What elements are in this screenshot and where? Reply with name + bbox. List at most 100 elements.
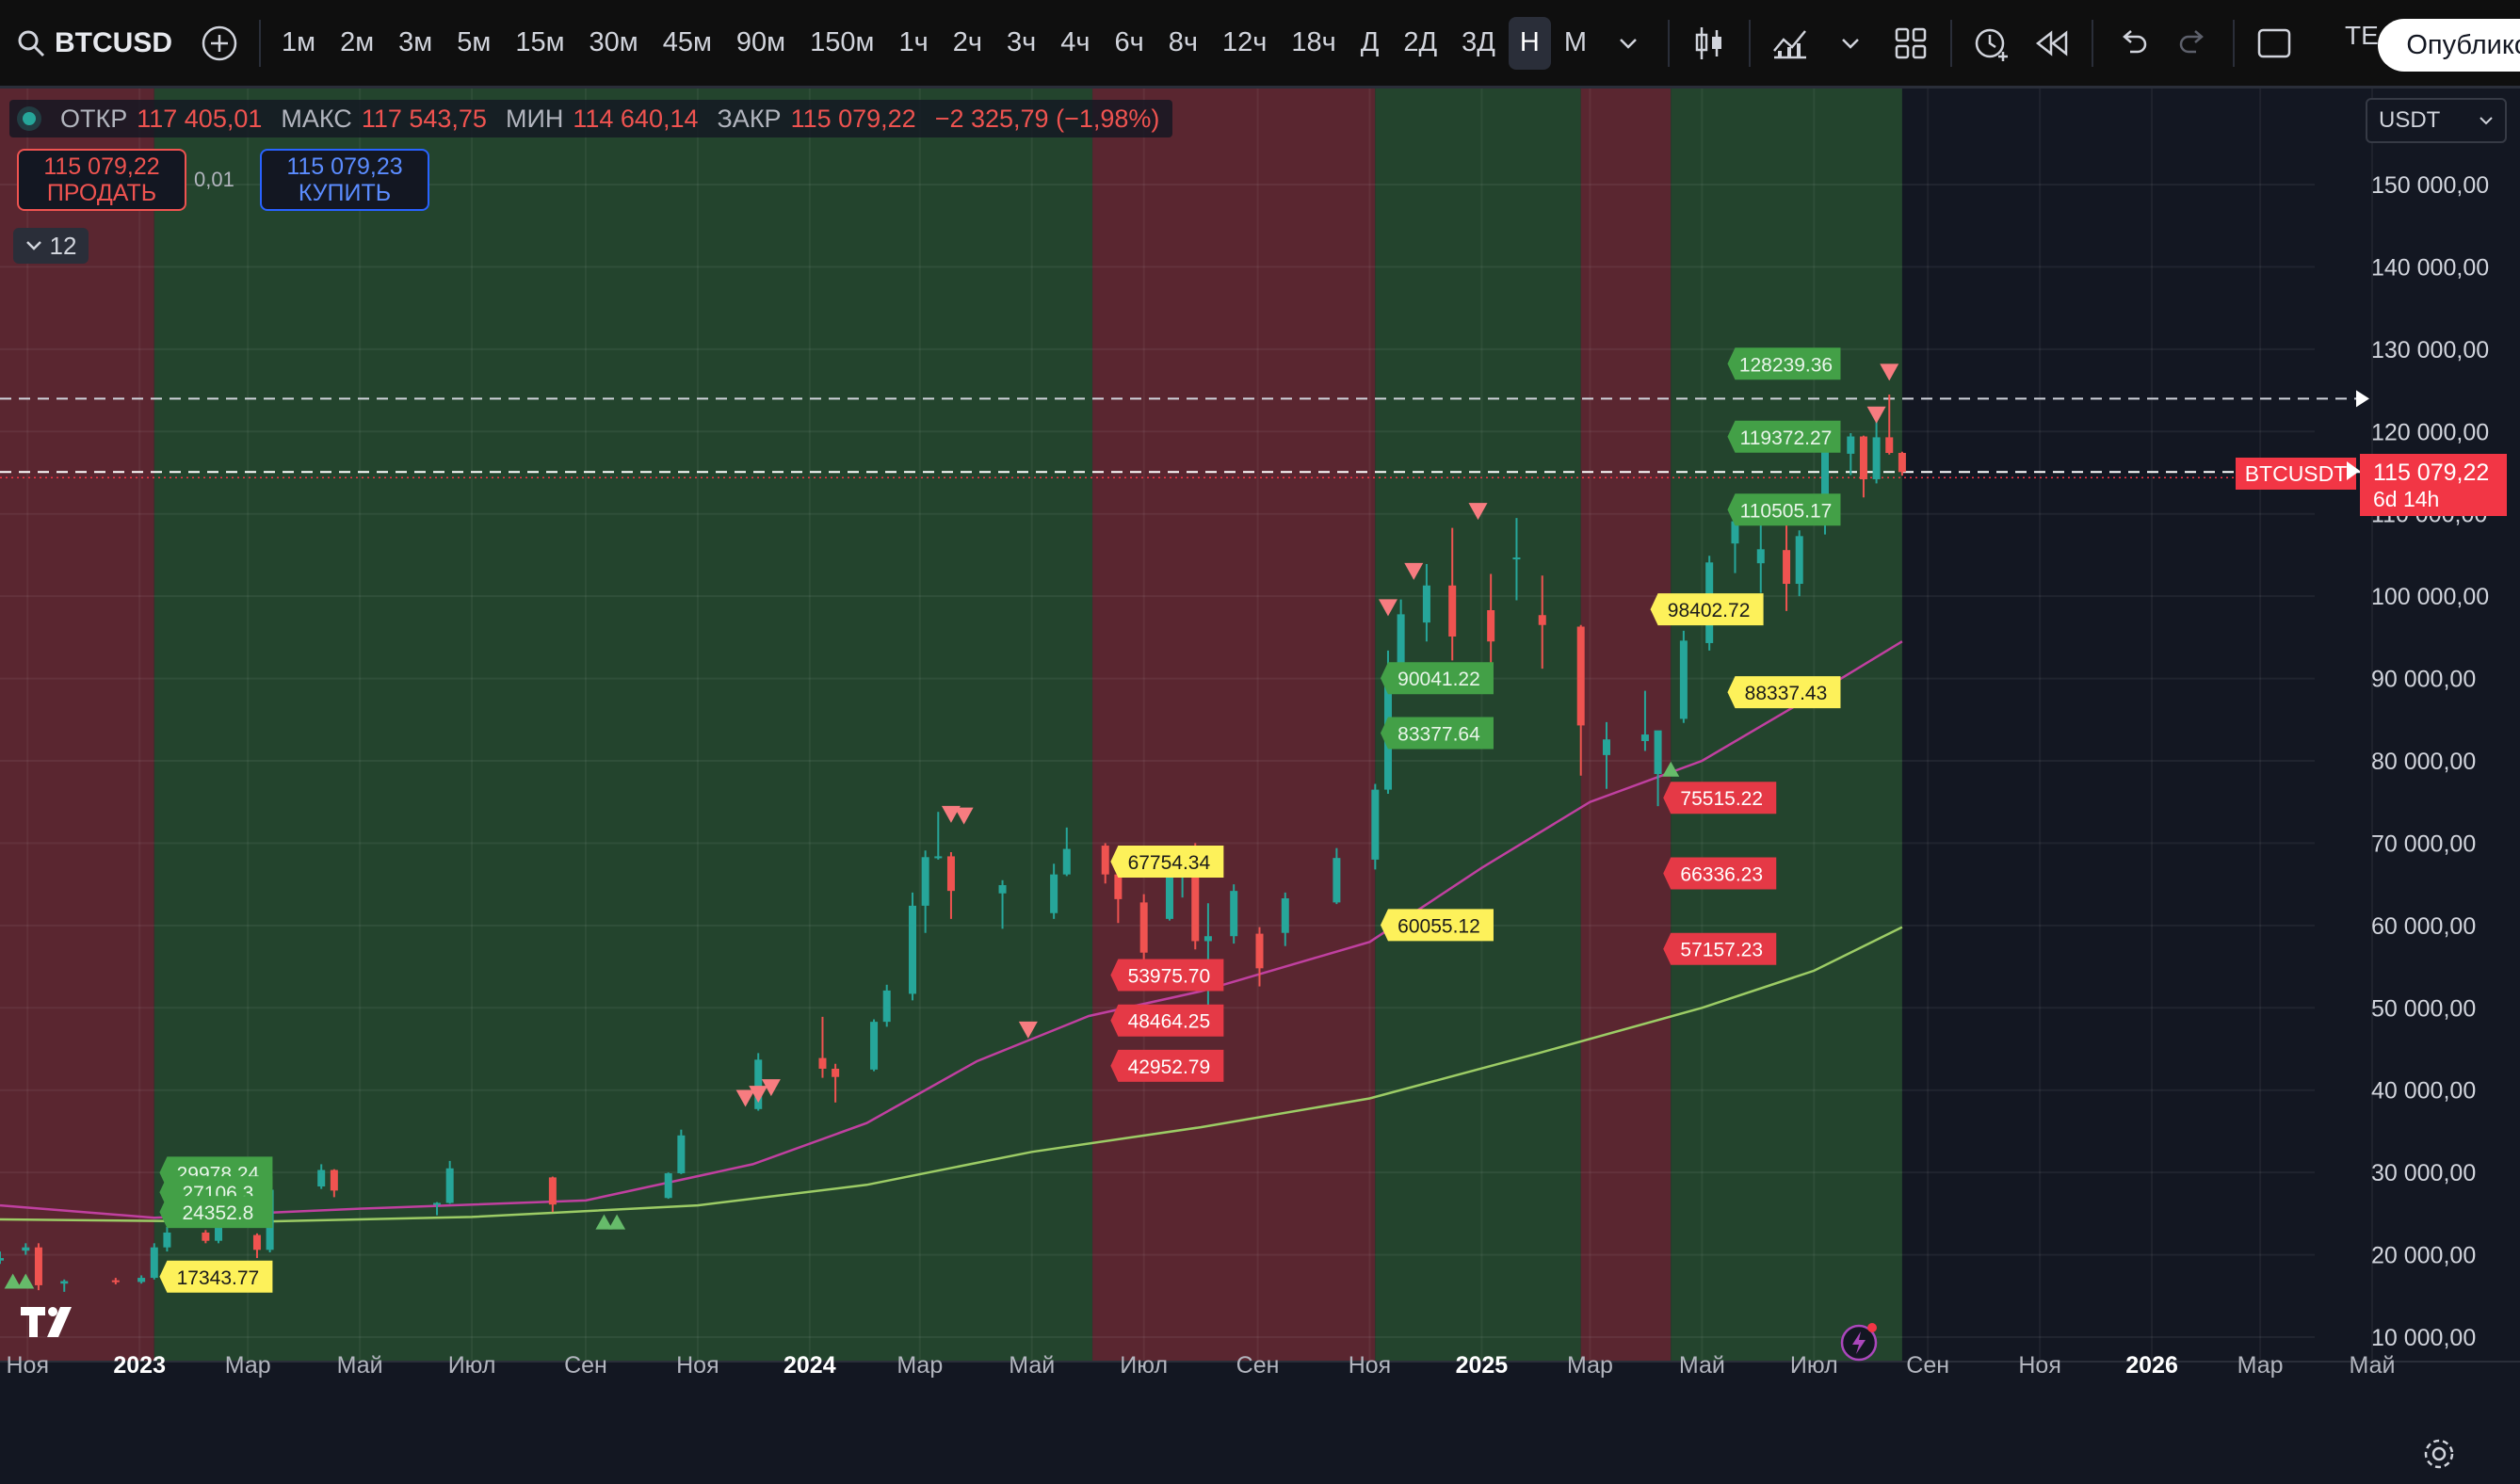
- candle-body: [1487, 610, 1495, 642]
- interval-button[interactable]: 15м: [515, 27, 565, 57]
- candle-body: [1795, 536, 1803, 585]
- interval-button[interactable]: Н: [1508, 16, 1551, 70]
- level-label-text: 53975.70: [1128, 966, 1211, 988]
- level-label-text: 66336.23: [1680, 863, 1763, 885]
- symbol-search[interactable]: BTCUSD: [0, 0, 189, 88]
- candle-body: [1371, 789, 1380, 860]
- candle-body: [934, 856, 943, 859]
- chart-area[interactable]: 29978.24 27106.3 24352.8 17343.77 67754.34 53…: [0, 89, 2520, 1484]
- last-price-value: 115 079,22: [2373, 460, 2490, 486]
- time-axis-label: Мар: [225, 1352, 271, 1379]
- indicators-icon: [1773, 29, 1807, 58]
- indicators-dropdown-icon: [1842, 38, 1859, 49]
- redo-button[interactable]: [2163, 17, 2223, 70]
- time-axis-label: Июл: [1790, 1352, 1838, 1379]
- interval-button[interactable]: 12ч: [1221, 27, 1268, 57]
- candle-body: [137, 1278, 146, 1282]
- level-label-text: 119372.27: [1740, 427, 1833, 449]
- regime-zone: [1671, 89, 1902, 1362]
- interval-button[interactable]: 2ч: [952, 27, 982, 57]
- candle-body: [1397, 614, 1405, 676]
- publish-button[interactable]: Опублико: [2378, 19, 2520, 72]
- replay-button[interactable]: [2022, 17, 2082, 70]
- candle-body: [548, 1177, 557, 1205]
- level-label-box: [1380, 662, 1494, 695]
- quantity-value: 0,01: [194, 168, 234, 191]
- lightning-icon[interactable]: [1840, 1320, 1882, 1362]
- candle-body: [1847, 436, 1855, 454]
- price-axis-label: 90 000,00: [2371, 667, 2476, 693]
- toolbar-extra-text: TЕ: [2345, 21, 2379, 50]
- candle-body: [111, 1280, 120, 1282]
- status-dot-icon: [23, 112, 36, 125]
- interval-button[interactable]: 1ч: [898, 27, 929, 57]
- candle-body: [1859, 436, 1867, 479]
- candle-body: [1602, 739, 1610, 755]
- interval-button[interactable]: 150м: [810, 27, 875, 57]
- alert-button[interactable]: [1962, 17, 2022, 70]
- interval-button[interactable]: 30м: [589, 27, 638, 57]
- fullscreen-button[interactable]: [2244, 17, 2304, 70]
- level-label-text: 67754.34: [1128, 852, 1211, 874]
- candle-body: [1885, 437, 1894, 454]
- change-value: −2 325,79 (−1,98%): [934, 104, 1160, 133]
- level-label-text: 128239.36: [1739, 354, 1833, 376]
- interval-button[interactable]: 90м: [735, 27, 786, 57]
- indicators-collapse-button[interactable]: 12: [13, 228, 89, 264]
- level-label-box: [1663, 782, 1777, 815]
- interval-button[interactable]: 18ч: [1291, 27, 1336, 57]
- alert-icon: [1975, 28, 2009, 61]
- buy-button[interactable]: 115 079,23 КУПИТЬ: [260, 149, 429, 211]
- interval-button[interactable]: Д: [1360, 27, 1380, 57]
- interval-button[interactable]: 3ч: [1006, 27, 1037, 57]
- interval-button[interactable]: 8ч: [1168, 27, 1198, 57]
- indicators-dropdown-button[interactable]: [1820, 17, 1881, 70]
- level-label-box: [1380, 909, 1494, 942]
- candle-body: [317, 1169, 326, 1187]
- interval-button[interactable]: 3Д: [1462, 27, 1495, 57]
- candle-body: [0, 1258, 4, 1261]
- interval-button[interactable]: 6ч: [1114, 27, 1144, 57]
- sell-button[interactable]: 115 079,22 ПРОДАТЬ: [17, 149, 186, 211]
- candle-body: [870, 1022, 879, 1070]
- level-label-box: [159, 1260, 273, 1293]
- moving-average-line: [0, 926, 1903, 1223]
- indicators-button[interactable]: [1760, 17, 1820, 70]
- level-label-text: 17343.77: [177, 1267, 260, 1289]
- candle-body: [1654, 730, 1662, 774]
- interval-button[interactable]: 3м: [398, 27, 433, 57]
- undo-button[interactable]: [2103, 17, 2163, 70]
- candle-body: [1281, 898, 1289, 933]
- level-label-box: [1727, 676, 1841, 709]
- candle-body: [202, 1232, 210, 1241]
- interval-button[interactable]: 45м: [662, 27, 712, 57]
- sell-signal-icon: [1880, 363, 1899, 381]
- interval-button[interactable]: 5м: [457, 27, 492, 57]
- candle-body: [946, 856, 955, 892]
- interval-dropdown-button[interactable]: [1598, 17, 1658, 70]
- level-label-text: 88337.43: [1745, 683, 1828, 704]
- interval-button[interactable]: 2м: [340, 27, 375, 57]
- time-axis-label: Ноя: [2018, 1352, 2061, 1379]
- level-label-text: 98402.72: [1668, 600, 1751, 621]
- tradingview-logo-icon[interactable]: [21, 1305, 83, 1339]
- candle-body: [1165, 858, 1173, 919]
- currency-select[interactable]: USDT: [2366, 98, 2507, 143]
- level-label-box: [1110, 1004, 1224, 1037]
- price-chart[interactable]: 29978.2427106.324352.817343.7767754.3453…: [0, 89, 2520, 1484]
- quantity-field[interactable]: 0,01: [194, 168, 234, 192]
- interval-button[interactable]: 1м: [282, 27, 316, 57]
- price-axis-label: 80 000,00: [2371, 749, 2476, 775]
- buy-signal-icon: [1662, 761, 1680, 777]
- add-symbol-button[interactable]: [189, 17, 250, 70]
- interval-button[interactable]: М: [1563, 27, 1588, 57]
- settings-icon[interactable]: [2422, 1437, 2456, 1471]
- candle-body: [998, 885, 1007, 894]
- interval-button[interactable]: 4ч: [1060, 27, 1090, 57]
- layouts-button[interactable]: [1881, 17, 1941, 70]
- price-axis-label: 40 000,00: [2371, 1078, 2476, 1105]
- interval-button[interactable]: 2Д: [1403, 27, 1438, 57]
- sell-price: 115 079,22: [43, 153, 160, 180]
- time-axis-label: Ноя: [676, 1352, 719, 1379]
- candle-style-button[interactable]: [1679, 17, 1739, 70]
